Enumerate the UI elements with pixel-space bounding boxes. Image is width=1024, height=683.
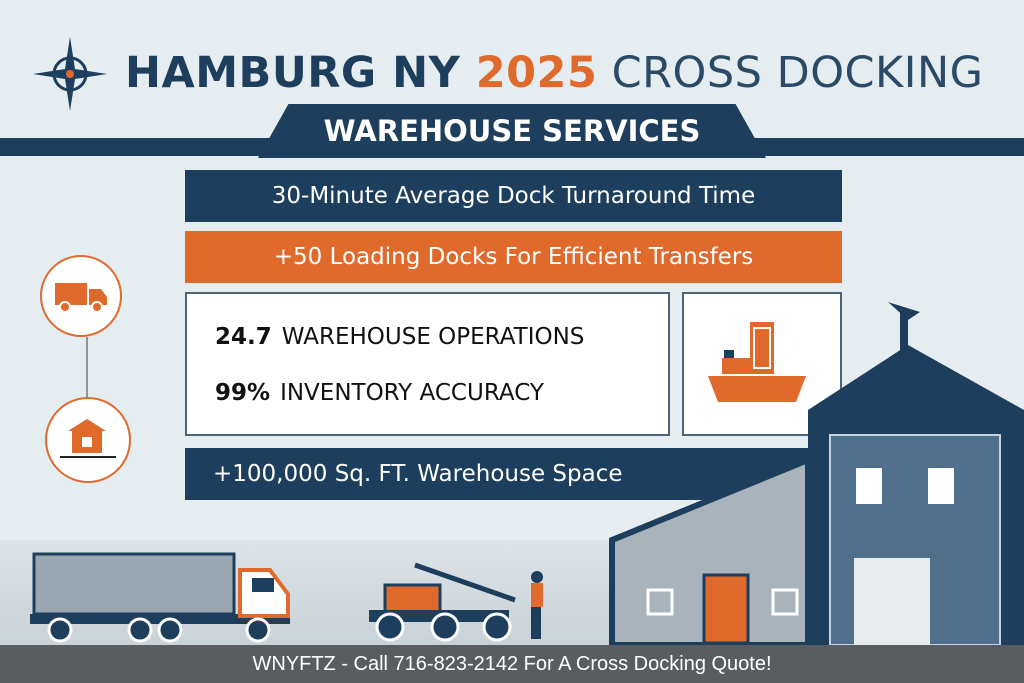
semi-truck-illustration bbox=[30, 552, 290, 643]
truck-icon bbox=[55, 283, 107, 313]
space-banner: +100,000 Sq. FT. Warehouse Space bbox=[185, 448, 808, 500]
stat-operations: 24.7 WAREHOUSE OPERATIONS bbox=[215, 324, 668, 350]
cargo-ship-icon bbox=[708, 322, 806, 402]
stat-accuracy: 99% INVENTORY ACCURACY bbox=[215, 380, 668, 406]
title-service: CROSS DOCKING bbox=[597, 48, 984, 98]
stat-value: 24.7 bbox=[215, 324, 272, 350]
page-title: HAMBURG NY 2025 CROSS DOCKING bbox=[125, 48, 983, 98]
turnaround-text: 30-Minute Average Dock Turnaround Time bbox=[271, 183, 756, 209]
footer-cta: WNYFTZ - Call 716-823-2142 For A Cross D… bbox=[252, 652, 772, 675]
forklift-illustration bbox=[369, 562, 543, 642]
connector-line bbox=[86, 337, 88, 399]
space-text: +100,000 Sq. FT. Warehouse Space bbox=[213, 461, 623, 487]
turnaround-banner: 30-Minute Average Dock Turnaround Time bbox=[185, 170, 842, 222]
footer-bar: WNYFTZ - Call 716-823-2142 For A Cross D… bbox=[0, 645, 1024, 683]
stat-label: INVENTORY ACCURACY bbox=[280, 380, 544, 406]
stats-box: 24.7 WAREHOUSE OPERATIONS 99% INVENTORY AC… bbox=[185, 292, 670, 436]
subtitle: WAREHOUSE SERVICES bbox=[323, 114, 701, 148]
subtitle-banner: WAREHOUSE SERVICES bbox=[258, 104, 766, 158]
stat-label: WAREHOUSE OPERATIONS bbox=[281, 324, 585, 350]
building-icon bbox=[60, 419, 116, 458]
building-circle bbox=[45, 397, 131, 483]
compass-icon bbox=[33, 37, 107, 111]
docks-text: +50 Loading Docks For Efficient Transfer… bbox=[273, 244, 754, 270]
warehouse-illustration bbox=[609, 302, 1024, 645]
title-year: 2025 bbox=[475, 48, 598, 98]
docks-banner: +50 Loading Docks For Efficient Transfer… bbox=[185, 231, 842, 283]
stat-value: 99% bbox=[215, 380, 271, 406]
truck-circle bbox=[40, 255, 122, 337]
title-location: HAMBURG NY bbox=[125, 48, 476, 98]
